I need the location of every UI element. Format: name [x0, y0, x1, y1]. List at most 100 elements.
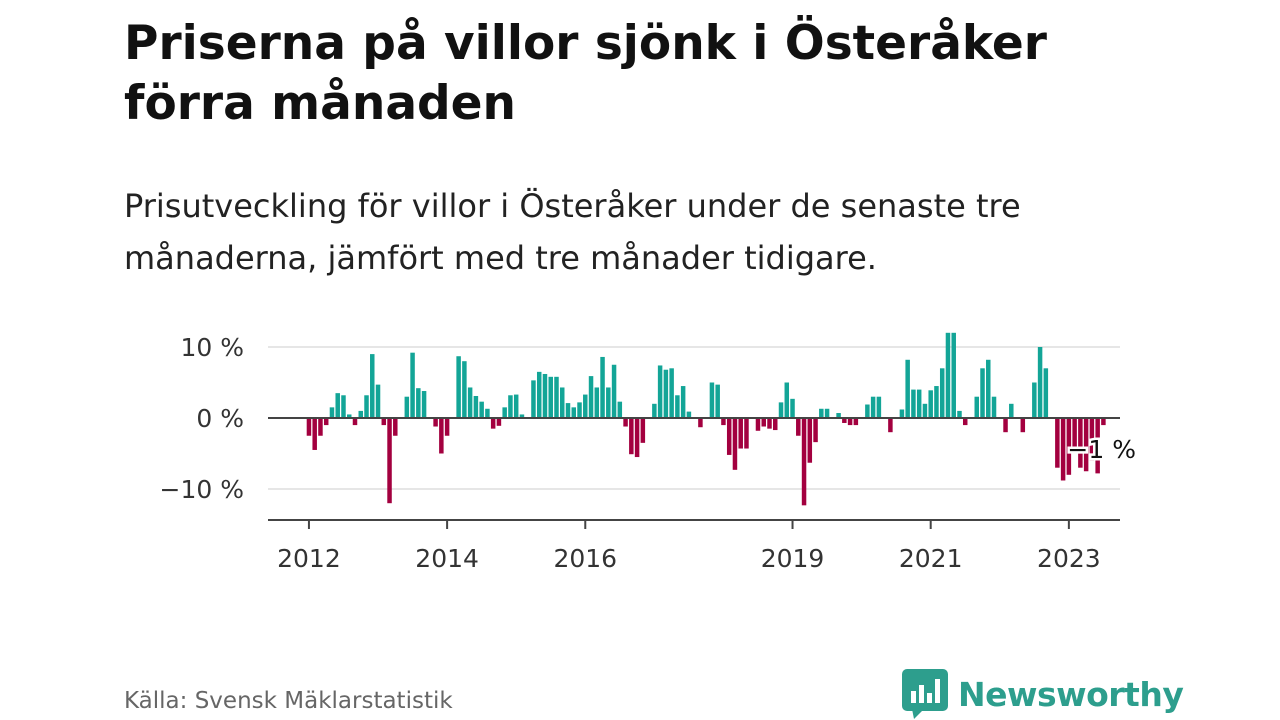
- bar: [1020, 418, 1026, 433]
- bar: [375, 384, 381, 418]
- bar: [640, 418, 646, 443]
- bar: [1089, 418, 1095, 461]
- bar: [738, 418, 743, 449]
- bar: [560, 387, 565, 418]
- bar: [634, 418, 640, 458]
- bar: [663, 369, 669, 418]
- bar: [588, 376, 594, 418]
- x-tick-label: 2021: [899, 544, 963, 573]
- bar: [335, 393, 340, 418]
- bar: [548, 376, 553, 418]
- bar: [617, 401, 623, 418]
- bar: [611, 364, 617, 418]
- x-tick-label: 2019: [761, 544, 825, 573]
- bar: [652, 403, 657, 418]
- bar: [847, 418, 853, 426]
- bar: [629, 418, 634, 455]
- bar: [479, 401, 484, 418]
- bar: [836, 413, 841, 418]
- bar: [381, 418, 387, 426]
- bar: [916, 389, 922, 418]
- bar: [922, 403, 928, 418]
- y-tick-label: 0 %: [196, 404, 244, 433]
- bar: [980, 368, 985, 418]
- bar: [784, 382, 790, 418]
- bar: [962, 418, 968, 426]
- bar: [1078, 418, 1083, 468]
- y-tick-label: −10 %: [160, 475, 244, 504]
- bar: [1055, 418, 1060, 468]
- bar: [939, 368, 945, 418]
- bar: [410, 352, 415, 418]
- bar: [312, 418, 317, 450]
- bar: [416, 388, 421, 418]
- source-note: Källa: Svensk Mäklarstatistik: [124, 688, 453, 714]
- bar: [364, 395, 369, 418]
- bar: [870, 396, 876, 418]
- bar: [721, 418, 726, 426]
- y-tick-label: 10 %: [180, 333, 244, 362]
- x-axis: 2012 2014 2016 2019 2021 2023: [277, 520, 1101, 573]
- bar: [347, 414, 352, 418]
- bar: [767, 418, 772, 429]
- bar: [698, 418, 703, 428]
- bar: [819, 408, 824, 418]
- bar: [1009, 403, 1014, 418]
- bar: [951, 332, 956, 418]
- bar: [370, 354, 375, 418]
- bar: [531, 380, 536, 418]
- bar: [709, 382, 715, 418]
- bar: [732, 418, 738, 470]
- bar: [726, 418, 732, 455]
- bar: [945, 332, 951, 418]
- bar: [801, 418, 807, 506]
- bar: [773, 418, 778, 431]
- bar: [329, 407, 335, 418]
- bar: [842, 418, 847, 423]
- bar: [358, 410, 363, 418]
- bar: [865, 404, 870, 418]
- brand-name: Newsworthy: [958, 674, 1184, 714]
- bar: [519, 414, 525, 418]
- bar: [957, 410, 962, 418]
- bar: [991, 396, 997, 418]
- bar: [1066, 418, 1072, 475]
- newsworthy-logo-icon: [902, 669, 948, 719]
- bar: [444, 418, 450, 436]
- bar: [554, 376, 559, 418]
- bar: [744, 418, 749, 449]
- bar: [796, 418, 801, 436]
- bar: [387, 418, 392, 504]
- bar: [606, 387, 611, 418]
- bar: [974, 396, 979, 418]
- bar: [421, 391, 427, 418]
- bar: [583, 394, 588, 418]
- bar: [565, 403, 571, 418]
- bar: [657, 365, 663, 418]
- gridlines: [268, 346, 1120, 490]
- bar: [813, 418, 818, 443]
- bar: [1037, 347, 1043, 418]
- bar: [508, 395, 513, 418]
- bar: [755, 418, 761, 431]
- bars: [306, 332, 1106, 506]
- bar: [680, 386, 686, 418]
- bar: [467, 387, 473, 418]
- bar: [986, 359, 991, 418]
- bar: [490, 418, 496, 429]
- bar: [853, 418, 859, 426]
- x-tick-label: 2012: [277, 544, 341, 573]
- brand-logo: Newsworthy: [902, 668, 1184, 720]
- bar: [456, 356, 461, 418]
- bar: [1072, 418, 1077, 450]
- bar: [905, 359, 910, 418]
- bar: [600, 356, 605, 418]
- bar: [352, 418, 358, 426]
- bar: [318, 418, 323, 436]
- bar: [542, 373, 548, 418]
- bar: [536, 371, 542, 418]
- bar-chart: 10 % 0 % −10 % 2012 2014 2016 2019 2021 2023 −1…: [159, 332, 1136, 573]
- bar: [513, 394, 519, 418]
- bar: [439, 418, 444, 454]
- chart-subtitle: Prisutveckling för villor i Österåker un…: [124, 187, 1021, 277]
